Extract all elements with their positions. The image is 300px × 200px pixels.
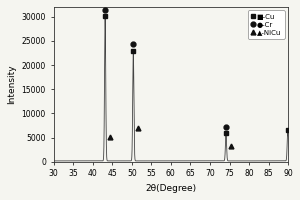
Legend: ■-Cu, ●-Cr, ▲-NiCu: ■-Cu, ●-Cr, ▲-NiCu xyxy=(248,10,285,39)
X-axis label: 2θ(Degree): 2θ(Degree) xyxy=(145,184,196,193)
Y-axis label: Intensity: Intensity xyxy=(7,65,16,104)
